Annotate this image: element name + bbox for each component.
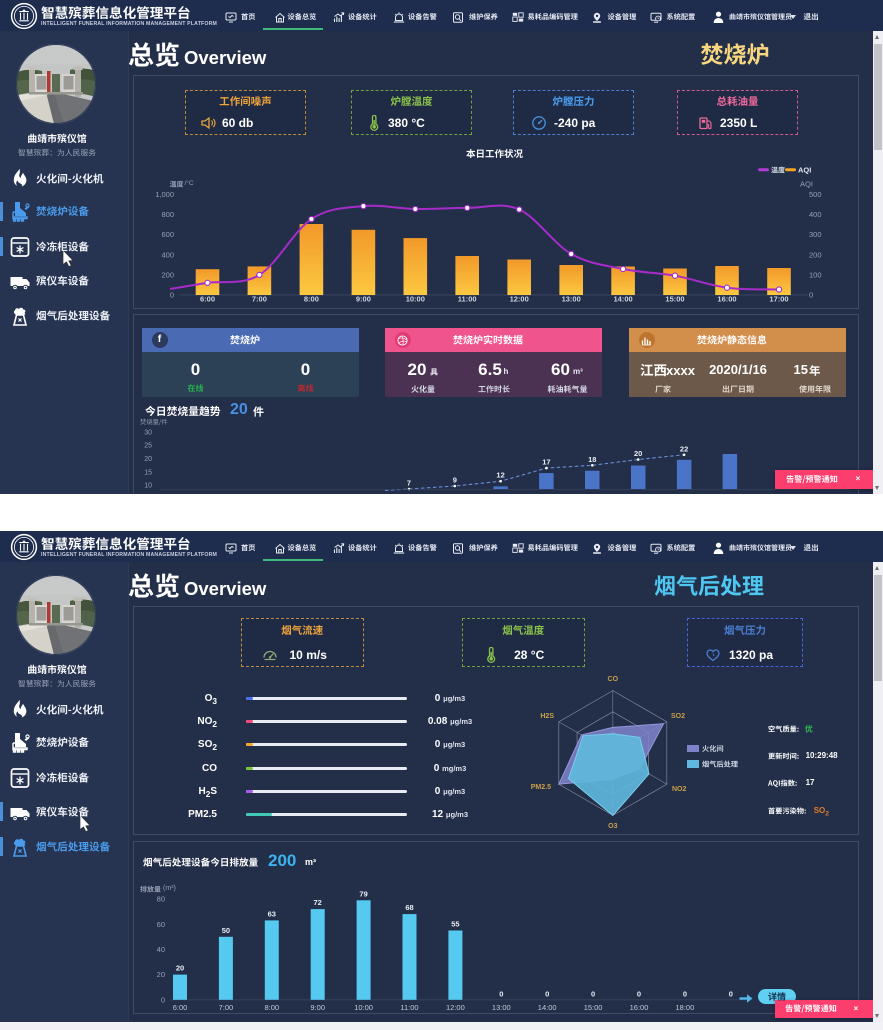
svg-text:100: 100 xyxy=(809,271,822,280)
svg-text:10: 10 xyxy=(144,483,152,490)
svg-text:0: 0 xyxy=(545,990,549,999)
svg-text:79: 79 xyxy=(359,891,367,898)
svg-text:8:00: 8:00 xyxy=(264,1003,279,1011)
svg-text:9:00: 9:00 xyxy=(356,295,371,304)
svg-text:0: 0 xyxy=(499,990,503,999)
svg-text:16:00: 16:00 xyxy=(717,295,736,304)
svg-text:60: 60 xyxy=(157,920,165,929)
svg-text:7: 7 xyxy=(407,479,411,488)
svg-text:55: 55 xyxy=(451,920,459,929)
svg-text:12: 12 xyxy=(496,471,504,480)
svg-text:18: 18 xyxy=(588,455,596,464)
svg-text:18:00: 18:00 xyxy=(676,1003,695,1011)
svg-text:10:00: 10:00 xyxy=(354,1003,373,1011)
svg-text:500: 500 xyxy=(809,190,822,199)
svg-text:63: 63 xyxy=(268,909,276,918)
svg-text:80: 80 xyxy=(157,895,165,904)
svg-text:11:00: 11:00 xyxy=(400,1003,418,1011)
svg-text:400: 400 xyxy=(161,250,174,259)
svg-text:14:00: 14:00 xyxy=(538,1003,557,1011)
svg-text:15: 15 xyxy=(144,469,152,476)
svg-text:0: 0 xyxy=(591,990,595,999)
svg-text:AQI: AQI xyxy=(798,166,811,175)
svg-text:7:00: 7:00 xyxy=(252,295,267,304)
svg-text:16:00: 16:00 xyxy=(630,1003,649,1011)
svg-text:13:00: 13:00 xyxy=(562,295,581,304)
svg-text:0: 0 xyxy=(729,990,733,999)
svg-text:200: 200 xyxy=(161,271,174,280)
svg-text:200: 200 xyxy=(809,250,822,259)
svg-text:11:00: 11:00 xyxy=(458,295,477,304)
svg-text:20: 20 xyxy=(157,970,165,979)
svg-text:10:00: 10:00 xyxy=(406,295,425,304)
svg-text:30: 30 xyxy=(144,429,152,436)
svg-text:0: 0 xyxy=(161,995,165,1004)
svg-text:9: 9 xyxy=(453,476,457,485)
svg-text:12:00: 12:00 xyxy=(510,295,529,304)
svg-text:68: 68 xyxy=(405,903,413,912)
svg-text:800: 800 xyxy=(161,210,174,219)
svg-text:17: 17 xyxy=(542,458,550,467)
svg-text:8:00: 8:00 xyxy=(304,295,319,304)
svg-text:40: 40 xyxy=(157,945,165,954)
svg-text:AQI: AQI xyxy=(800,179,813,188)
svg-text:400: 400 xyxy=(809,210,822,219)
svg-text:6:00: 6:00 xyxy=(200,295,215,304)
svg-text:13:00: 13:00 xyxy=(492,1003,511,1011)
svg-text:12:00: 12:00 xyxy=(446,1003,465,1011)
svg-text:20: 20 xyxy=(144,456,152,463)
svg-text:9:00: 9:00 xyxy=(310,1003,325,1011)
svg-text:15:00: 15:00 xyxy=(584,1003,603,1011)
svg-text:20: 20 xyxy=(176,964,184,973)
svg-text:7:00: 7:00 xyxy=(219,1003,234,1011)
svg-text:1,000: 1,000 xyxy=(155,190,174,199)
svg-text:72: 72 xyxy=(314,898,322,907)
svg-text:25: 25 xyxy=(144,443,152,450)
svg-text:20: 20 xyxy=(634,449,642,458)
svg-text:0: 0 xyxy=(809,291,813,300)
svg-text:22: 22 xyxy=(680,444,688,453)
svg-text:600: 600 xyxy=(161,230,174,239)
svg-text:0: 0 xyxy=(637,990,641,999)
svg-text:0: 0 xyxy=(683,990,687,999)
svg-text:17:00: 17:00 xyxy=(769,295,788,304)
svg-text:6:00: 6:00 xyxy=(173,1003,188,1011)
svg-text:50: 50 xyxy=(222,926,230,935)
svg-text:0: 0 xyxy=(170,291,174,300)
svg-text:14:00: 14:00 xyxy=(614,295,633,304)
svg-text:15:00: 15:00 xyxy=(665,295,684,304)
svg-text:300: 300 xyxy=(809,230,822,239)
